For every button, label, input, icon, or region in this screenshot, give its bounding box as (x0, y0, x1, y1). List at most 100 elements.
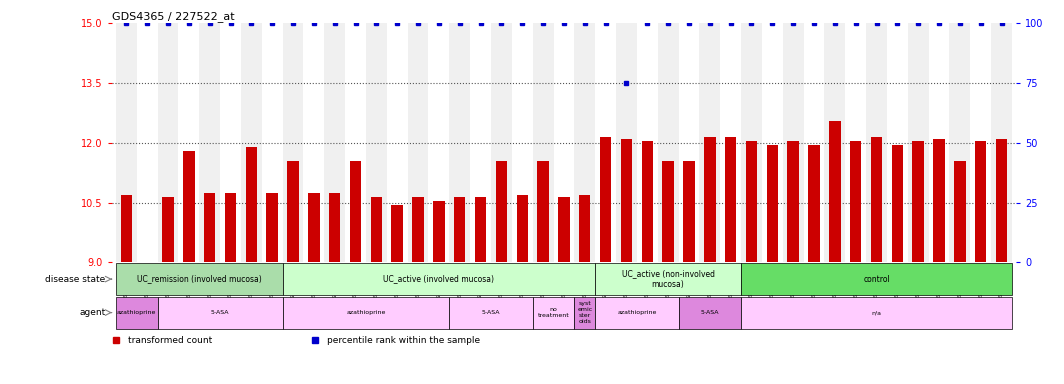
Text: agent: agent (79, 308, 105, 317)
Bar (137, 23, 157, 262)
Bar (366, 23, 387, 262)
Bar (220, 23, 240, 262)
Text: percentile rank within the sample: percentile rank within the sample (327, 336, 480, 344)
Bar (954, 161, 966, 262)
Text: GDS4365 / 227522_at: GDS4365 / 227522_at (112, 11, 234, 22)
Bar (683, 161, 695, 262)
Bar (892, 145, 903, 262)
Bar (309, 192, 319, 262)
Bar (116, 263, 283, 295)
Bar (116, 296, 157, 329)
Bar (949, 23, 970, 262)
Bar (679, 23, 699, 262)
Bar (850, 141, 862, 262)
Bar (908, 23, 929, 262)
Text: transformed count: transformed count (128, 336, 212, 344)
Text: no
treatment: no treatment (537, 307, 569, 318)
Bar (642, 141, 653, 262)
Bar (120, 195, 132, 262)
Bar (866, 23, 887, 262)
Bar (262, 23, 283, 262)
Bar (303, 23, 325, 262)
Text: azathioprine: azathioprine (117, 310, 156, 315)
Bar (762, 23, 783, 262)
Bar (283, 296, 449, 329)
Bar (616, 23, 637, 262)
Bar (496, 161, 508, 262)
Bar (157, 23, 179, 262)
Bar (408, 23, 429, 262)
Bar (345, 23, 366, 262)
Bar (913, 141, 924, 262)
Bar (595, 296, 679, 329)
Bar (766, 145, 778, 262)
Bar (199, 23, 220, 262)
Bar (679, 296, 741, 329)
Bar (741, 263, 1012, 295)
Bar (787, 141, 799, 262)
Text: disease state: disease state (45, 275, 105, 284)
Bar (600, 137, 612, 262)
Bar (991, 23, 1012, 262)
Bar (595, 263, 741, 295)
Bar (803, 23, 825, 262)
Text: 5-ASA: 5-ASA (211, 310, 230, 315)
Bar (183, 151, 195, 262)
Bar (350, 161, 362, 262)
Bar (225, 192, 236, 262)
Bar (829, 121, 841, 262)
Bar (449, 296, 533, 329)
Text: UC_active (involved mucosa): UC_active (involved mucosa) (383, 275, 495, 284)
Bar (475, 197, 486, 262)
Bar (413, 197, 423, 262)
Bar (970, 23, 991, 262)
Bar (845, 23, 866, 262)
Bar (595, 23, 616, 262)
Bar (325, 23, 345, 262)
Bar (162, 197, 173, 262)
Bar (741, 23, 762, 262)
Bar (449, 23, 470, 262)
Bar (204, 192, 215, 262)
Bar (579, 195, 591, 262)
Bar (537, 161, 549, 262)
Text: 5-ASA: 5-ASA (482, 310, 500, 315)
Bar (553, 23, 575, 262)
Bar (491, 23, 512, 262)
Bar (512, 23, 533, 262)
Bar (470, 23, 491, 262)
Text: n/a: n/a (871, 310, 881, 315)
Bar (887, 23, 908, 262)
Bar (870, 137, 882, 262)
Bar (637, 23, 658, 262)
Bar (179, 23, 199, 262)
Bar (283, 23, 303, 262)
Bar (975, 141, 986, 262)
Text: control: control (863, 275, 890, 284)
Bar (429, 23, 449, 262)
Bar (533, 296, 575, 329)
Bar (704, 137, 715, 262)
Bar (116, 23, 137, 262)
Bar (783, 23, 803, 262)
Bar (725, 137, 736, 262)
Bar (809, 145, 819, 262)
Bar (663, 161, 674, 262)
Bar (699, 23, 720, 262)
Bar (454, 197, 465, 262)
Text: azathioprine: azathioprine (617, 310, 656, 315)
Text: UC_remission (involved mucosa): UC_remission (involved mucosa) (137, 275, 262, 284)
Text: UC_active (non-involved
mucosa): UC_active (non-involved mucosa) (621, 270, 715, 289)
Text: 5-ASA: 5-ASA (700, 310, 719, 315)
Bar (157, 296, 283, 329)
Bar (266, 192, 278, 262)
Bar (516, 195, 528, 262)
Bar (533, 23, 553, 262)
Bar (929, 23, 949, 262)
Bar (746, 141, 758, 262)
Bar (720, 23, 741, 262)
Bar (996, 139, 1008, 262)
Bar (246, 147, 257, 262)
Bar (287, 161, 299, 262)
Bar (620, 139, 632, 262)
